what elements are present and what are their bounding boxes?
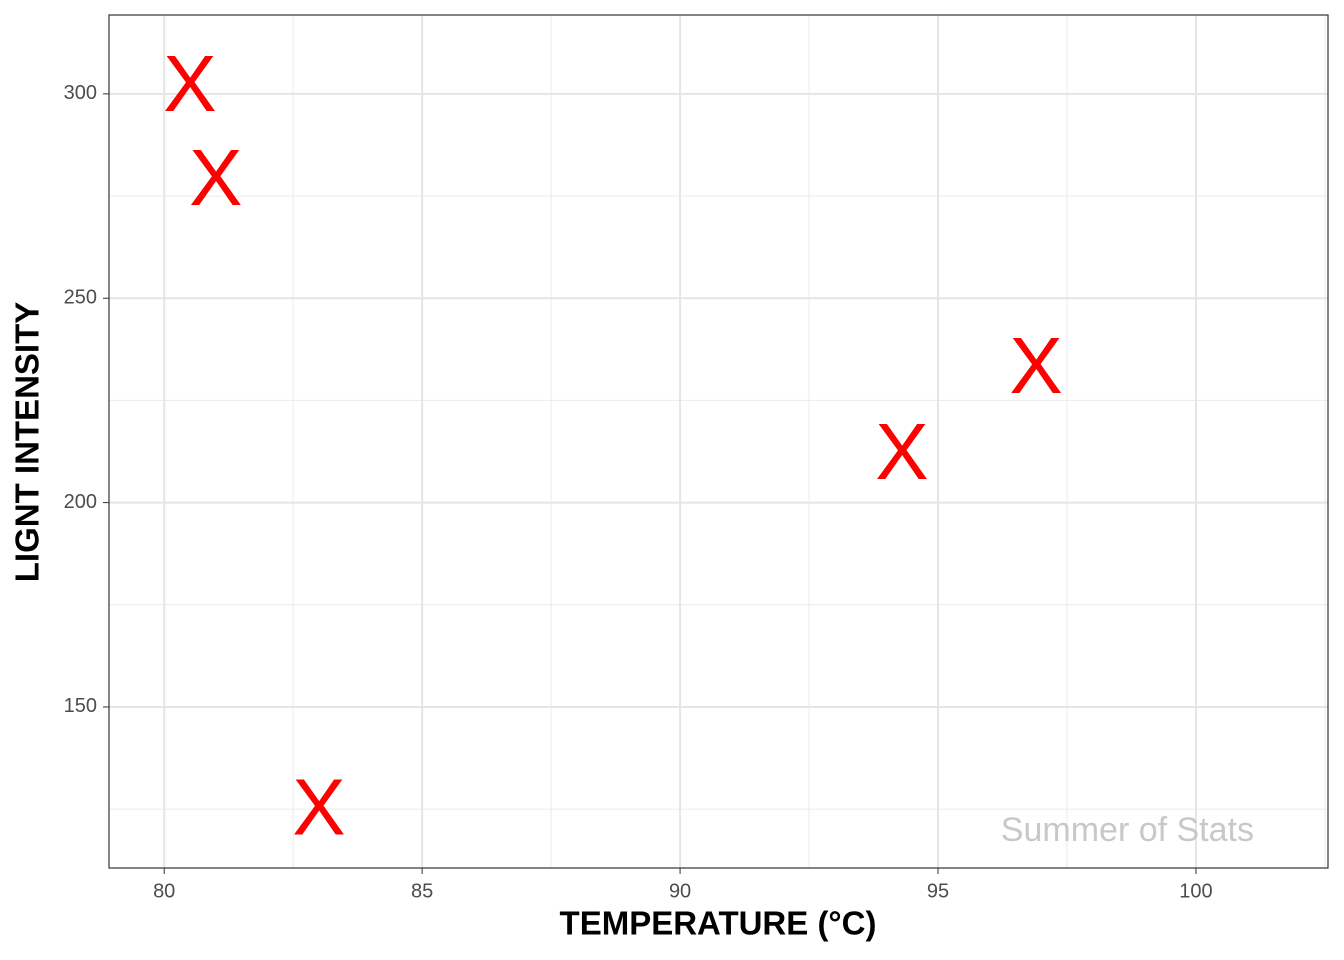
x-axis-title: TEMPERATURE (°C) <box>560 905 877 942</box>
plot-background <box>109 15 1328 868</box>
y-tick-label: 200 <box>64 491 97 513</box>
x-tick-label: 80 <box>153 880 175 902</box>
y-tick-label: 300 <box>64 82 97 104</box>
x-tick-label: 85 <box>411 880 433 902</box>
x-tick-label: 100 <box>1179 880 1212 902</box>
x-tick-label: 95 <box>927 880 949 902</box>
point: X <box>875 407 928 496</box>
annotation: Summer of Stats <box>1001 811 1254 849</box>
x-tick-label: 90 <box>669 880 691 902</box>
point: X <box>163 39 216 128</box>
y-tick-label: 150 <box>64 695 97 717</box>
y-axis-title: LIGNT INTENSITY <box>9 302 46 583</box>
y-tick-label: 250 <box>64 287 97 309</box>
point: X <box>292 762 345 851</box>
point: X <box>189 133 242 222</box>
point: X <box>1009 321 1062 410</box>
plot-border <box>108 14 1329 869</box>
